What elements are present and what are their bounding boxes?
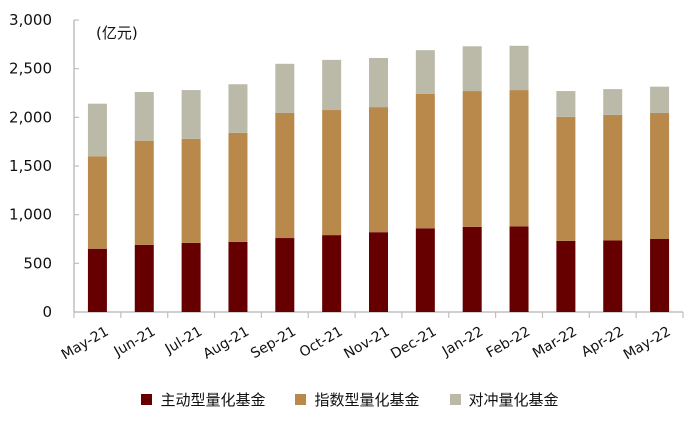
bar-segment <box>462 91 482 227</box>
bar-segment <box>322 110 342 236</box>
x-tick-label: Nov-21 <box>341 324 392 363</box>
x-tick-label: Aug-21 <box>200 324 251 363</box>
bar-segment <box>322 235 342 312</box>
bars <box>87 45 670 312</box>
bar-segment <box>134 244 154 312</box>
bar-segment <box>415 93 435 229</box>
bar-segment <box>650 86 670 113</box>
bar-segment <box>181 90 201 139</box>
bar-segment <box>369 107 388 233</box>
legend-item-index-quant: 指数型量化基金 <box>295 389 420 410</box>
x-axis: May-21 Jun-21 Jul-21Aug-21Sep-21Oct-21Nov-… <box>59 311 684 364</box>
x-tick-label: Sep-21 <box>248 324 299 362</box>
x-tick-label: Jun-21 <box>111 324 159 361</box>
bar-segment <box>415 50 435 94</box>
bar-segment <box>603 240 623 312</box>
stacked-bar-chart: 0 500 1,000 1,500 2,000 2,500 3,000 May-21 Jun-… <box>9 11 684 364</box>
bar-segment <box>322 59 342 111</box>
bar-segment <box>87 103 107 157</box>
y-tick-label: 1,500 <box>9 157 52 175</box>
bar-segment <box>462 226 482 312</box>
y-tick-label: 1,000 <box>9 206 52 224</box>
bar-segment <box>462 46 482 92</box>
bar-segment <box>228 241 248 312</box>
bar-segment <box>556 91 576 117</box>
legend-swatch <box>295 394 307 405</box>
bar-segment <box>603 89 623 115</box>
x-tick-label: Dec-21 <box>388 324 439 363</box>
bar-segment <box>650 112 670 239</box>
legend-label: 对冲量化基金 <box>468 391 559 409</box>
bar-segment <box>228 84 248 133</box>
bar-segment <box>556 116 576 241</box>
legend-swatch <box>449 394 461 405</box>
legend-item-hedge-quant: 对冲量化基金 <box>449 389 559 410</box>
legend-swatch <box>141 394 153 405</box>
legend-label: 指数型量化基金 <box>314 391 420 409</box>
x-tick-label: Jul-21 <box>162 324 205 358</box>
unit-label: (亿元) <box>96 24 138 42</box>
bar-segment <box>509 45 529 91</box>
bar-segment <box>181 242 201 312</box>
y-tick-label: 2,000 <box>9 108 52 126</box>
bar-segment <box>275 112 295 239</box>
y-axis: 0 500 1,000 1,500 2,000 2,500 3,000 <box>9 11 79 321</box>
bar-segment <box>603 114 623 241</box>
x-tick-label: Apr-22 <box>579 324 627 361</box>
y-tick-label: 2,500 <box>9 60 52 78</box>
bar-segment <box>134 92 154 141</box>
y-tick-label: 3,000 <box>9 11 52 29</box>
y-tick-label: 0 <box>42 303 52 321</box>
x-tick-label: May-22 <box>621 324 674 364</box>
bar-segment <box>369 57 388 108</box>
bar-segment <box>134 140 154 245</box>
x-tick-label: May-21 <box>59 324 112 364</box>
legend-label: 主动型量化基金 <box>160 391 266 409</box>
bar-segment <box>509 226 529 312</box>
y-tick-label: 500 <box>23 254 52 272</box>
bar-segment <box>87 248 107 312</box>
bar-segment <box>415 228 435 312</box>
bar-segment <box>228 132 248 242</box>
bar-segment <box>650 239 670 312</box>
legend: 主动型量化基金 指数型量化基金 对冲量化基金 <box>0 389 700 410</box>
bar-segment <box>556 240 576 312</box>
bar-segment <box>87 156 107 249</box>
bar-segment <box>275 63 295 113</box>
x-tick-label: Oct-21 <box>297 324 346 361</box>
bar-segment <box>509 90 529 227</box>
x-tick-label: Feb-22 <box>484 324 533 362</box>
bar-segment <box>181 138 201 243</box>
x-tick-label: Mar-22 <box>530 324 580 362</box>
bar-segment <box>369 232 388 312</box>
bar-segment <box>275 238 295 312</box>
legend-item-active-quant: 主动型量化基金 <box>141 389 265 410</box>
x-tick-label: Jan-22 <box>439 324 486 361</box>
